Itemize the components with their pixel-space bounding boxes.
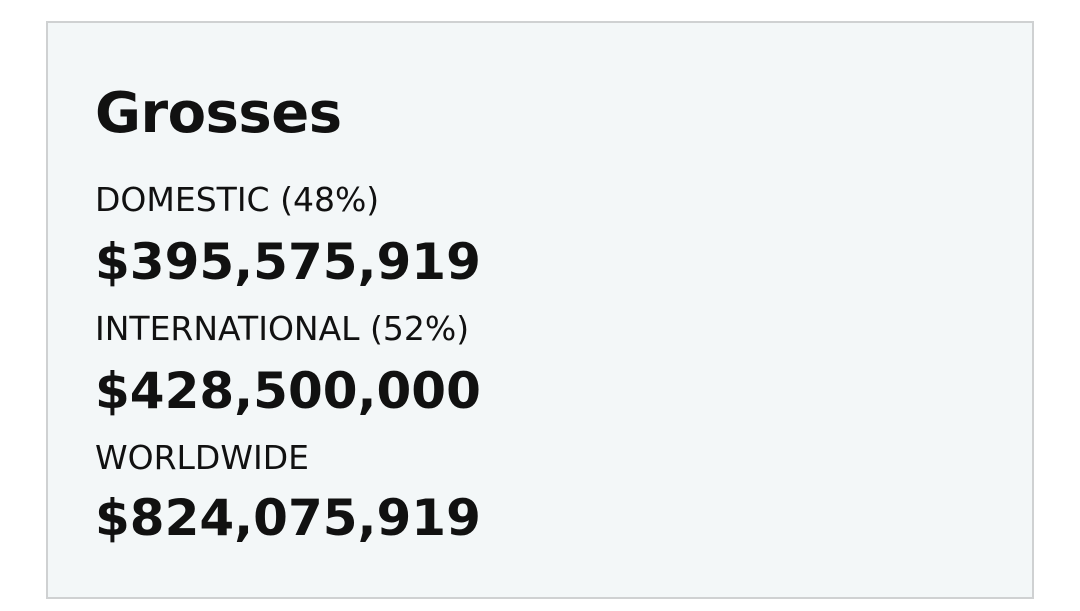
row-value: $824,075,919 [95,489,481,547]
card-title: Grosses [95,81,342,146]
row-label: INTERNATIONAL (52%) [95,309,470,348]
row-value: $428,500,000 [95,362,481,420]
grosses-card: Grosses DOMESTIC (48%) $395,575,919 INTE… [46,21,1034,599]
row-label: DOMESTIC (48%) [95,180,380,219]
row-value: $395,575,919 [95,233,481,291]
row-label: WORLDWIDE [95,438,309,477]
